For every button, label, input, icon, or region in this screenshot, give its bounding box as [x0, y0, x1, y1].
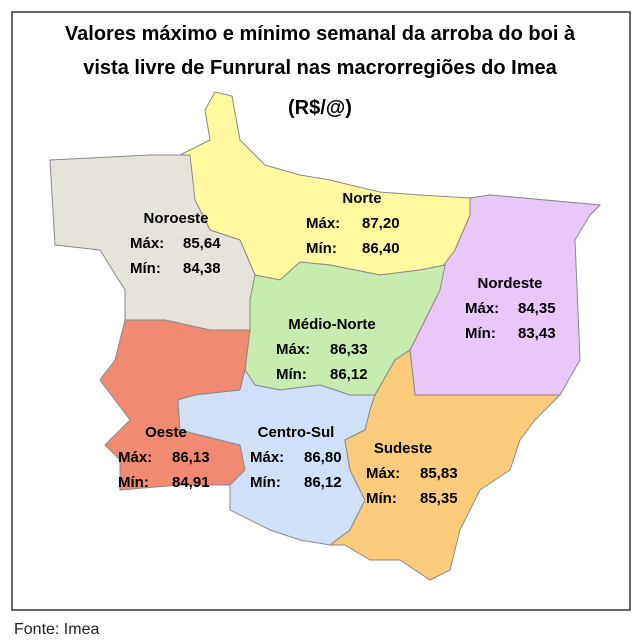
max-value: 84,35 [518, 300, 556, 317]
region-name: Noroeste [143, 210, 208, 227]
region-sudeste [328, 349, 562, 581]
region-name: Oeste [145, 424, 187, 441]
max-label: Máx: [130, 235, 164, 252]
min-label: Mín: [250, 474, 281, 491]
max-value: 87,20 [362, 215, 400, 232]
max-label: Máx: [276, 341, 310, 358]
min-value: 86,40 [362, 240, 400, 257]
region-name: Norte [342, 190, 381, 207]
max-label: Máx: [465, 300, 499, 317]
region-name: Médio-Norte [288, 316, 376, 333]
min-label: Mín: [118, 474, 149, 491]
title-line: Valores máximo e mínimo semanal da arrob… [65, 23, 576, 45]
min-value: 86,12 [304, 474, 342, 491]
region-name: Nordeste [477, 275, 542, 292]
min-value: 85,35 [420, 490, 458, 507]
min-label: Mín: [465, 325, 496, 342]
title-line: vista livre de Funrural nas macrorregiõe… [83, 57, 557, 79]
min-label: Mín: [366, 490, 397, 507]
map [49, 91, 602, 581]
max-value: 85,83 [420, 465, 458, 482]
max-value: 85,64 [183, 235, 221, 252]
max-value: 86,13 [172, 449, 210, 466]
min-label: Mín: [276, 366, 307, 383]
max-label: Máx: [118, 449, 152, 466]
title-line: (R$/@) [288, 97, 352, 119]
max-value: 86,33 [330, 341, 368, 358]
min-label: Mín: [306, 240, 337, 257]
min-value: 83,43 [518, 325, 556, 342]
min-value: 86,12 [330, 366, 368, 383]
max-label: Máx: [366, 465, 400, 482]
min-value: 84,38 [183, 260, 221, 277]
min-value: 84,91 [172, 474, 210, 491]
max-label: Máx: [250, 449, 284, 466]
region-name: Sudeste [374, 440, 432, 457]
min-label: Mín: [130, 260, 161, 277]
max-label: Máx: [306, 215, 340, 232]
max-value: 86,80 [304, 449, 342, 466]
region-name: Centro-Sul [258, 424, 335, 441]
source: Fonte: Imea [14, 621, 99, 638]
